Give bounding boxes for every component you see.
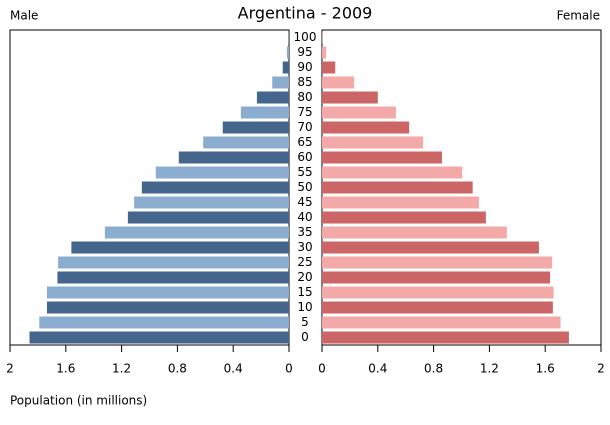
bar [134,196,289,209]
bar [286,46,289,59]
age-label: 0 [301,330,309,344]
bar [322,301,553,314]
x-tick-label: 2 [6,362,14,376]
bar [322,271,551,284]
bar [322,316,561,329]
bar [141,181,289,194]
age-label: 90 [297,60,312,74]
x-tick-label: 1.6 [56,362,75,376]
age-label: 5 [301,315,309,329]
bar [240,106,289,119]
age-label: 85 [297,75,312,89]
right-series-label: Female [557,9,600,23]
age-label: 35 [297,225,312,239]
age-label: 50 [297,180,312,194]
bar [282,61,289,74]
x-axis-label: Population (in millions) [10,394,147,408]
bar [322,241,539,254]
x-tick-label: 1.2 [112,362,131,376]
bar [58,256,289,269]
bar [127,211,289,224]
age-label: 80 [297,90,312,104]
bar [322,181,473,194]
bar [155,166,289,179]
bar [322,76,355,89]
age-label: 55 [297,165,312,179]
age-label: 15 [297,285,312,299]
x-tick-label: 0 [318,362,326,376]
x-tick-label: 0.4 [224,362,243,376]
bar [203,136,289,149]
age-label: 75 [297,105,312,119]
age-label: 100 [294,30,317,44]
bar [322,46,327,59]
bar [71,241,289,254]
bar [322,256,553,269]
bar [272,76,289,89]
left-series-label: Male [10,9,38,23]
bar [322,61,336,74]
bar [322,136,424,149]
chart-title: Argentina - 2009 [238,4,373,23]
bar [256,91,289,104]
bar [178,151,289,164]
age-label: 30 [297,240,312,254]
bar [29,331,290,344]
bar [322,286,554,299]
age-label: 95 [297,45,312,59]
bar [322,166,463,179]
bar [46,301,289,314]
bar [46,286,289,299]
bar [322,106,396,119]
age-label: 20 [297,270,312,284]
age-label: 45 [297,195,312,209]
bar [322,121,410,134]
x-tick-label: 2 [597,362,605,376]
bar [322,196,479,209]
x-tick-label: 1.2 [480,362,499,376]
bar [322,226,507,239]
x-tick-label: 0.4 [368,362,387,376]
age-label: 25 [297,255,312,269]
x-tick-label: 0 [285,362,293,376]
age-label: 60 [297,150,312,164]
bar [322,331,569,344]
bar [222,121,289,134]
age-label: 10 [297,300,312,314]
bar [322,151,442,164]
bar [322,91,378,104]
x-tick-label: 0.8 [168,362,187,376]
age-label: 65 [297,135,312,149]
age-label: 40 [297,210,312,224]
age-label: 70 [297,120,312,134]
x-tick-label: 0.8 [424,362,443,376]
bar [322,211,486,224]
bar [57,271,290,284]
bar [39,316,289,329]
bar [104,226,289,239]
x-tick-label: 1.6 [536,362,555,376]
